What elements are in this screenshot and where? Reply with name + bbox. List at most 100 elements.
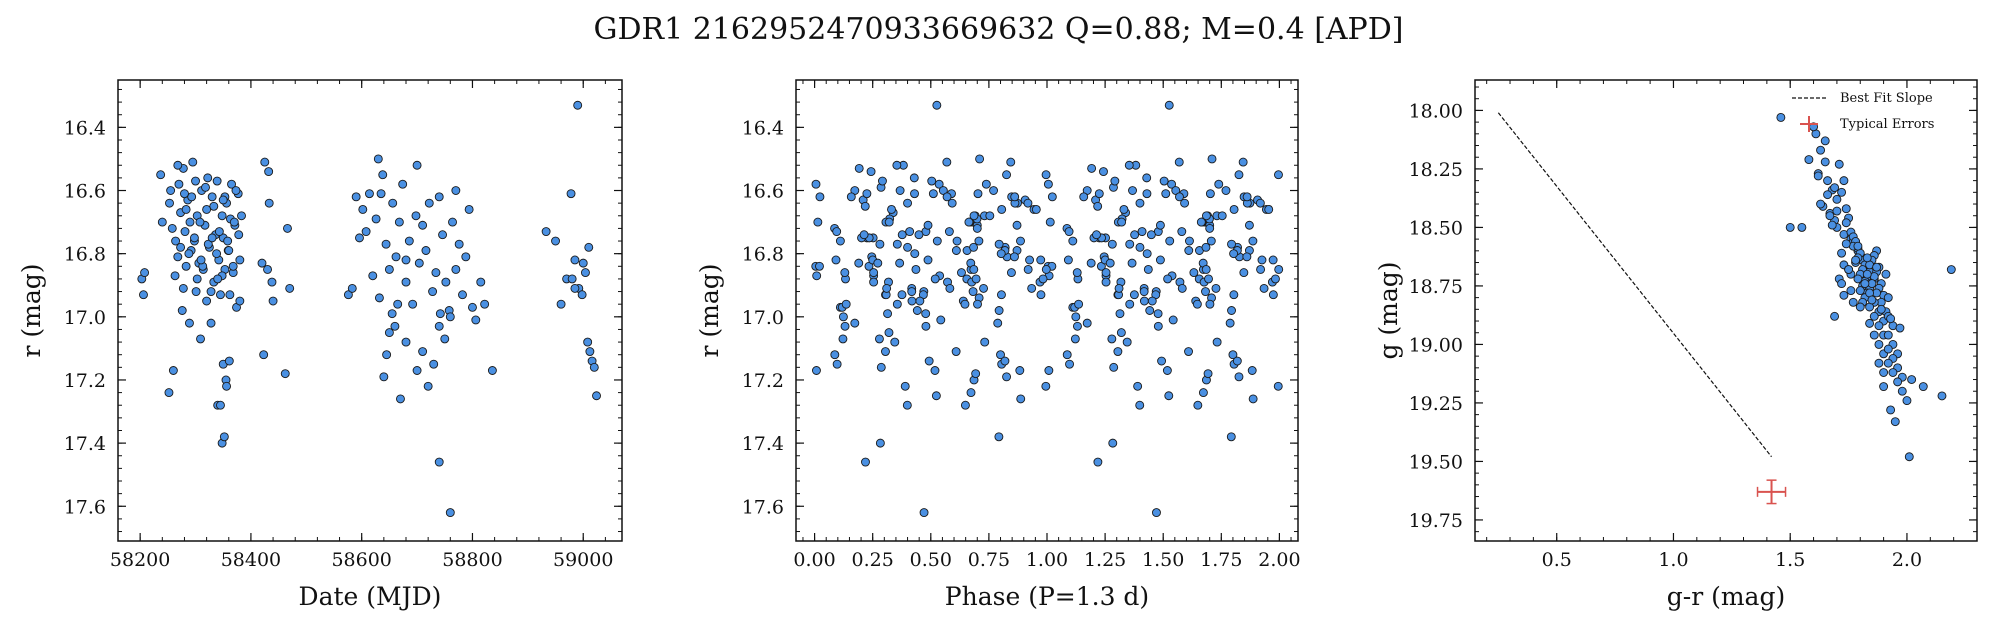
data-point — [464, 205, 474, 214]
data-point — [1837, 187, 1847, 197]
data-point — [1139, 296, 1149, 306]
data-point — [947, 198, 957, 208]
data-point — [1043, 179, 1053, 189]
data-point — [1855, 286, 1865, 296]
data-point — [1918, 382, 1928, 392]
x-tick-label: 59000 — [553, 549, 613, 571]
data-point — [884, 217, 894, 227]
data-point — [900, 381, 910, 391]
data-point — [1201, 242, 1211, 252]
data-point — [1155, 220, 1165, 230]
data-point — [1025, 255, 1035, 265]
data-point — [1145, 306, 1155, 315]
data-point — [1116, 328, 1126, 338]
data-point — [1221, 186, 1231, 195]
data-point — [180, 189, 189, 199]
data-point — [382, 350, 392, 360]
data-point — [993, 318, 1003, 328]
data-point — [1841, 218, 1851, 228]
data-point — [573, 100, 583, 110]
data-point — [1226, 432, 1236, 442]
data-point — [428, 287, 438, 297]
data-point — [1227, 239, 1236, 249]
data-point — [228, 261, 238, 271]
data-point — [217, 211, 227, 221]
data-point — [1185, 236, 1194, 246]
data-point — [905, 227, 915, 237]
data-point — [1159, 176, 1169, 186]
data-point — [1902, 396, 1912, 406]
data-point — [1135, 242, 1145, 252]
data-point — [216, 400, 225, 410]
data-point — [957, 268, 966, 278]
data-point — [1068, 236, 1078, 246]
data-point — [423, 381, 433, 391]
data-point — [445, 312, 455, 322]
data-point — [1259, 283, 1269, 293]
data-point — [1837, 279, 1847, 289]
data-point — [838, 334, 848, 344]
data-point — [361, 227, 371, 237]
data-point — [1177, 227, 1187, 237]
data-point — [421, 246, 431, 255]
data-point — [177, 306, 187, 315]
data-point — [973, 299, 982, 309]
data-point — [192, 274, 202, 284]
data-point — [451, 186, 461, 195]
data-point — [914, 230, 924, 240]
data-point — [1242, 192, 1252, 202]
data-point — [1130, 230, 1140, 240]
data-point — [909, 173, 919, 183]
data-point — [1094, 189, 1104, 199]
data-point — [1229, 205, 1239, 214]
y-tick-label: 19.25 — [1409, 393, 1463, 415]
data-point — [260, 157, 270, 167]
data-point — [376, 189, 386, 199]
data-point — [224, 246, 234, 255]
data-point — [1093, 201, 1103, 211]
y-tick-label: 17.6 — [742, 496, 784, 518]
x-tick-label: 0.00 — [793, 549, 835, 571]
data-point — [1273, 381, 1283, 391]
data-point — [1820, 157, 1830, 167]
data-point — [206, 318, 216, 328]
data-point — [972, 223, 982, 233]
data-point — [373, 154, 383, 164]
data-point — [355, 233, 364, 243]
data-point — [1045, 217, 1055, 227]
y-tick-label: 18.50 — [1409, 217, 1463, 239]
data-point — [1853, 274, 1863, 284]
data-point — [1119, 205, 1129, 214]
data-point — [1122, 337, 1132, 347]
data-point — [838, 312, 848, 322]
data-point — [213, 274, 223, 284]
data-point — [895, 258, 905, 268]
data-point — [1839, 290, 1849, 300]
data-point — [184, 249, 194, 259]
data-point — [468, 302, 477, 312]
data-point — [1027, 283, 1037, 293]
data-point — [1012, 220, 1022, 230]
data-point — [1124, 160, 1134, 170]
data-point — [1776, 112, 1786, 122]
data-point — [850, 318, 860, 328]
data-point — [930, 366, 940, 375]
y-tick-label: 17.2 — [64, 370, 106, 392]
x-tick-label: 1.5 — [1775, 549, 1805, 571]
data-point — [989, 186, 998, 195]
data-point — [567, 274, 577, 284]
data-point — [1890, 417, 1900, 427]
data-point — [584, 242, 594, 252]
data-point — [1162, 366, 1172, 375]
data-point — [985, 211, 995, 221]
data-point — [1010, 252, 1019, 262]
data-point — [1114, 283, 1124, 293]
data-point — [921, 309, 931, 319]
data-point — [1839, 176, 1849, 186]
data-point — [1125, 299, 1135, 309]
x-tick-label: 58400 — [221, 549, 281, 571]
data-point — [408, 299, 418, 309]
data-point — [1193, 400, 1203, 410]
data-point — [1010, 192, 1020, 202]
data-point — [180, 227, 190, 237]
